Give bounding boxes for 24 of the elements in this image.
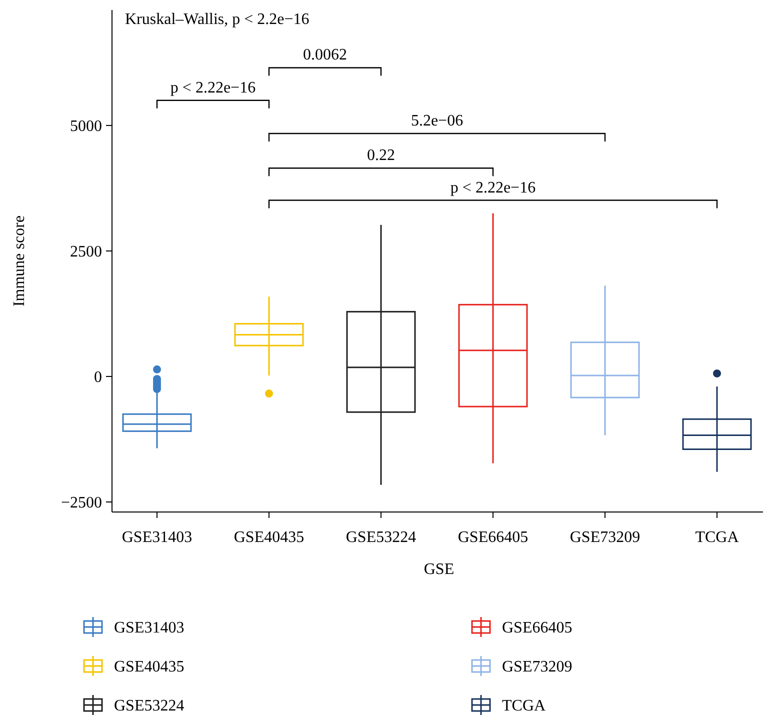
x-tick-label: GSE53224 [346,529,416,546]
annotation: p < 2.22e−16 [170,79,256,96]
y-axis-title: Immune score [11,215,28,307]
x-tick-label: GSE66405 [458,529,528,546]
y-tick-label: 0 [94,369,102,386]
annotation: Kruskal–Wallis, p < 2.2e−16 [125,11,310,28]
legend-label: GSE73209 [502,658,572,676]
y-tick-label: −2500 [60,494,102,512]
x-tick-label: GSE40435 [234,529,304,546]
annotation: p < 2.22e−16 [450,179,536,196]
x-tick-label: GSE73209 [570,529,640,546]
x-tick-label: GSE31403 [122,529,192,546]
y-tick-label: 5000 [70,118,102,136]
x-tick-label: TCGA [695,529,740,546]
annotation: 0.22 [367,147,395,164]
x-axis-title: GSE [424,561,454,578]
legend-label: GSE40435 [114,658,184,676]
legend-label: TCGA [502,698,546,715]
legend-label: GSE53224 [114,698,184,715]
legend-label: GSE31403 [114,620,184,637]
annotation: 0.0062 [303,46,347,64]
annotation: 5.2e−06 [410,112,464,130]
legend-label: GSE66405 [502,620,572,637]
y-tick-label: 2500 [70,244,102,261]
